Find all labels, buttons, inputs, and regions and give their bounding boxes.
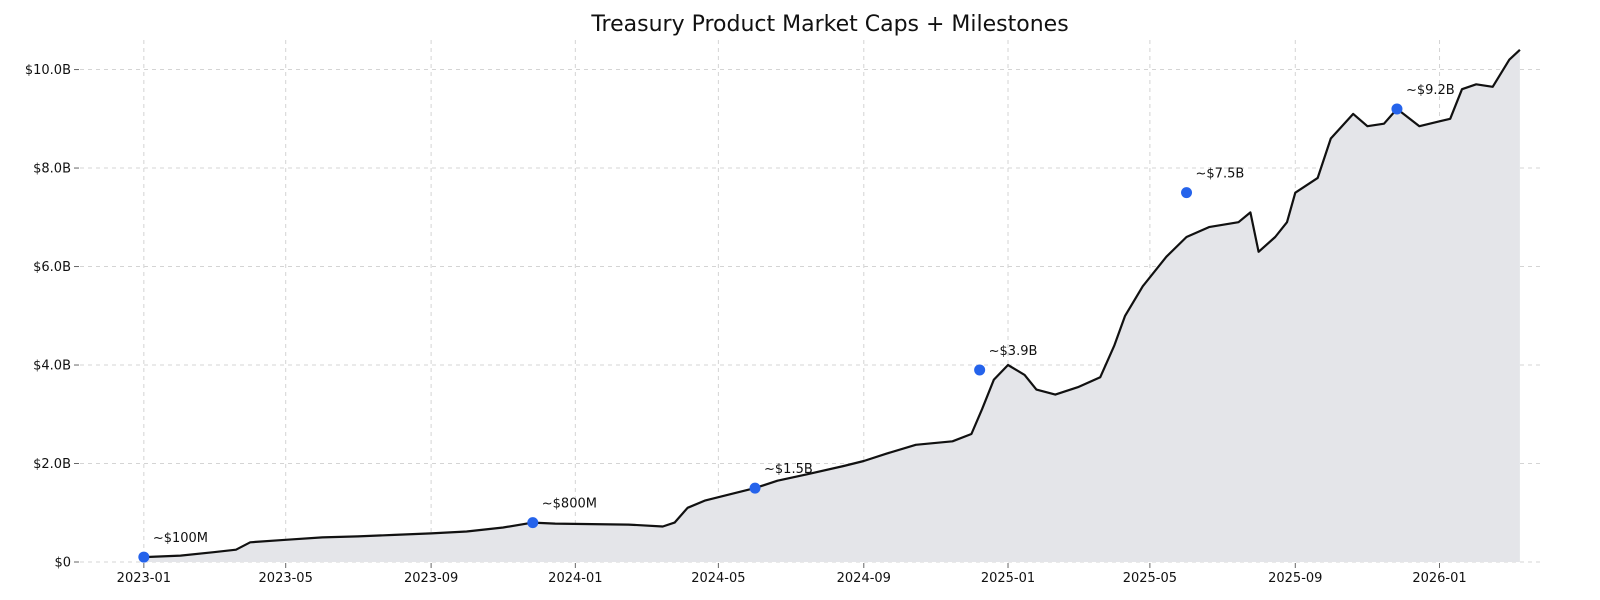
market-cap-line: [143, 48, 1521, 559]
y-tick-label: $0: [54, 556, 71, 571]
x-tick-label: 2024-01: [548, 571, 602, 586]
milestone-point: [974, 364, 986, 376]
milestone-point: [1391, 103, 1403, 115]
area-layer: [143, 49, 1520, 563]
milestone-point: [138, 551, 150, 563]
x-tick-label: 2023-01: [117, 571, 171, 586]
y-tick-label: $10.0B: [25, 63, 71, 78]
x-tick-label: 2023-05: [259, 571, 313, 586]
milestone-layer: ~$100M ~$800M ~$1.5B ~$3.9B ~$7.5B ~$9.2B: [138, 83, 1455, 563]
chart-title: Treasury Product Market Caps + Milestone…: [590, 12, 1068, 37]
y-tick-label: $8.0B: [33, 162, 71, 177]
y-tick-label: $2.0B: [33, 457, 71, 472]
milestone-point: [527, 517, 539, 529]
milestone-label: ~$7.5B: [1196, 167, 1245, 182]
milestone-label: ~$3.9B: [989, 344, 1038, 359]
x-tick-label: 2025-05: [1123, 571, 1177, 586]
x-tick-label: 2025-09: [1268, 571, 1322, 586]
milestone-label: ~$800M: [542, 497, 597, 512]
milestone-label: ~$1.5B: [764, 462, 813, 477]
axis-layer: $0 $2.0B $4.0B $6.0B $8.0B $10.0B 2023-01 2023-…: [25, 63, 1467, 586]
x-tick-label: 2025-01: [981, 571, 1035, 586]
x-tick-label: 2023-09: [404, 571, 458, 586]
line-layer: [143, 48, 1521, 559]
y-tick-label: $6.0B: [33, 260, 71, 275]
y-tick-label: $4.0B: [33, 359, 71, 374]
milestone-label: ~$9.2B: [1406, 83, 1455, 98]
milestone-label: ~$100M: [153, 531, 208, 546]
x-tick-label: 2024-05: [691, 571, 745, 586]
milestone-point: [1181, 187, 1193, 199]
x-tick-label: 2024-09: [837, 571, 891, 586]
x-tick-label: 2026-01: [1412, 571, 1466, 586]
market-cap-area: [143, 49, 1520, 563]
milestone-point: [749, 482, 761, 494]
